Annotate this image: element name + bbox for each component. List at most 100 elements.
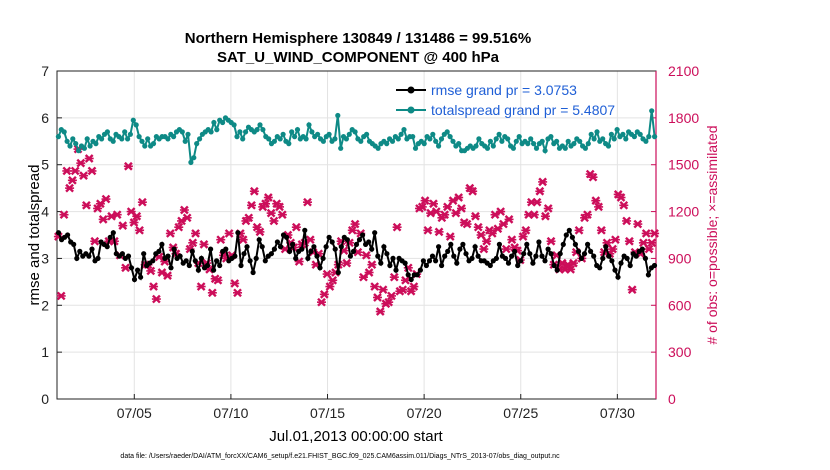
obs-assimilated-point <box>622 216 632 226</box>
obs-assimilated-point <box>269 216 279 226</box>
obs-assimilated-point <box>263 193 273 202</box>
obs-assimilated-point <box>350 219 360 229</box>
totalspread-point <box>142 143 148 149</box>
rmse-point <box>436 244 442 250</box>
obs-assimilated-point <box>375 307 385 316</box>
totalspread-point <box>171 134 177 140</box>
rmse-point <box>578 255 585 261</box>
obs-assimilated-point <box>608 244 618 254</box>
totalspread-point <box>294 127 301 133</box>
totalspread-point <box>237 129 243 135</box>
rmse-point <box>442 253 448 259</box>
obs-assimilated-point <box>521 225 531 235</box>
rmse-point <box>299 246 305 252</box>
rmse-point <box>615 274 621 280</box>
totalspread-point <box>61 129 67 135</box>
rmse-point <box>645 272 652 278</box>
obs-assimilated-point <box>434 227 444 237</box>
totalspread-point <box>487 138 493 144</box>
rmse-point <box>211 267 217 273</box>
rmse-point <box>381 244 387 250</box>
obs-assimilated-point <box>174 222 184 232</box>
x-tick-label: 07/30 <box>600 405 635 421</box>
totalspread-point <box>531 141 537 147</box>
rmse-point <box>171 246 177 252</box>
obs-assimilated-point <box>507 235 517 245</box>
totalspread-point <box>194 141 200 147</box>
obs-assimilated-point <box>188 238 198 248</box>
rmse-point <box>588 248 594 254</box>
obs-assimilated-point <box>129 218 139 227</box>
totalspread-point <box>447 134 453 140</box>
x-tick-label: 07/10 <box>213 405 248 421</box>
y-tick-label: 4 <box>41 204 49 220</box>
rmse-point <box>110 230 116 236</box>
rmse-point <box>390 255 396 261</box>
totalspread-point <box>421 141 427 147</box>
totalspread-point <box>358 138 364 144</box>
obs-assimilated-point <box>650 229 660 238</box>
obs-assimilated-point <box>501 244 511 254</box>
obs-assimilated-point <box>591 196 601 205</box>
rmse-point <box>524 241 530 247</box>
totalspread-point <box>292 134 298 140</box>
obs-assimilated-point <box>199 240 209 249</box>
obs-assimilated-point <box>149 282 159 291</box>
rmse-point <box>451 253 457 259</box>
rmse-point <box>642 255 649 261</box>
obs-assimilated-point <box>566 265 576 274</box>
obs-assimilated-point <box>456 204 466 213</box>
obs-assimilated-point <box>101 194 111 204</box>
rmse-point <box>350 248 357 254</box>
data-file-footnote: data file: /Users/raeder/DAI/ATM_forcXX/… <box>120 453 560 460</box>
obs-assimilated-point <box>76 158 86 168</box>
totalspread-point <box>122 129 128 135</box>
totalspread-point <box>623 136 629 142</box>
totalspread-point <box>548 134 554 140</box>
rmse-point <box>89 246 95 252</box>
legend-rmse-label: rmse grand pr = 3.0753 <box>431 82 577 98</box>
totalspread-point <box>289 129 295 135</box>
rmse-point <box>232 253 238 259</box>
totalspread-point <box>525 141 531 147</box>
y-right-axis-label: # of obs: o=possible; ×=assimilated <box>704 125 720 344</box>
rmse-point <box>633 253 639 259</box>
obs-assimilated-point <box>277 210 287 220</box>
totalspread-point <box>490 143 496 149</box>
obs-assimilated-point <box>538 177 548 187</box>
rmse-point <box>274 239 280 245</box>
rmse-point <box>284 234 290 240</box>
y-right-tick-label: 900 <box>668 250 692 266</box>
totalspread-point <box>505 136 511 142</box>
obs-assimilated-point <box>445 232 455 241</box>
rmse-point <box>518 258 524 264</box>
rmse-point <box>183 258 189 264</box>
totalspread-point <box>528 136 534 142</box>
rmse-point <box>463 251 469 257</box>
rmse-point <box>268 251 274 257</box>
obs-assimilated-point <box>406 286 416 296</box>
obs-assimilated-point <box>98 215 108 224</box>
obs-assimilated-point <box>123 161 133 171</box>
obs-assimilated-point <box>367 260 377 270</box>
obs-assimilated-point <box>594 202 604 212</box>
totalspread-point <box>320 138 326 144</box>
rmse-point <box>369 246 375 252</box>
rmse-point <box>192 258 198 264</box>
rmse-point <box>454 260 460 266</box>
legend-spread-marker <box>407 106 415 114</box>
totalspread-point <box>191 155 197 161</box>
totalspread-point <box>220 119 226 126</box>
obs-assimilated-point <box>470 211 480 221</box>
totalspread-point <box>375 145 381 151</box>
rmse-point <box>329 239 335 245</box>
obs-assimilated-point <box>389 272 399 282</box>
rmse-point <box>65 232 71 238</box>
totalspread-point <box>99 136 105 142</box>
y-right-tick-label: 1200 <box>668 204 699 220</box>
totalspread-point <box>594 129 600 135</box>
rmse-point <box>323 244 329 250</box>
totalspread-point <box>165 136 171 142</box>
rmse-point <box>429 253 436 259</box>
totalspread-point <box>631 134 638 140</box>
